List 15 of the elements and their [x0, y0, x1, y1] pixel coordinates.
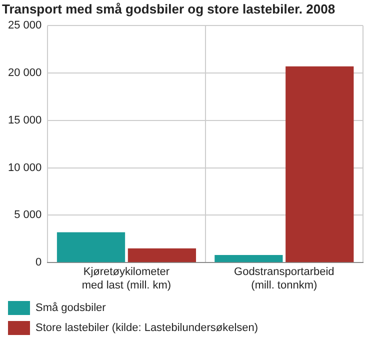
y-tick-label: 0 — [36, 256, 42, 269]
y-tick-label: 25 000 — [8, 20, 42, 32]
x-tick-label: Godstransportarbeid (mill. tonnkm) — [234, 266, 334, 292]
legend-label: Store lastebiler (kilde: Lastebilundersøkelsen) — [36, 322, 258, 334]
bar — [128, 248, 196, 262]
bar — [56, 232, 126, 262]
legend-label: Små godsbiler — [36, 302, 106, 314]
y-tick-label: 20 000 — [8, 67, 42, 80]
y-tick-label: 15 000 — [8, 114, 42, 126]
chart-title: Transport med små godsbiler og store lastebiler. 2008 — [2, 1, 336, 16]
x-tick-label: Kjøretøykilometer med last (mill. km) — [82, 266, 172, 292]
bar — [286, 66, 354, 262]
y-tick-label: 5 000 — [14, 209, 42, 222]
bar — [214, 255, 283, 262]
y-tick-label: 10 000 — [8, 162, 42, 174]
